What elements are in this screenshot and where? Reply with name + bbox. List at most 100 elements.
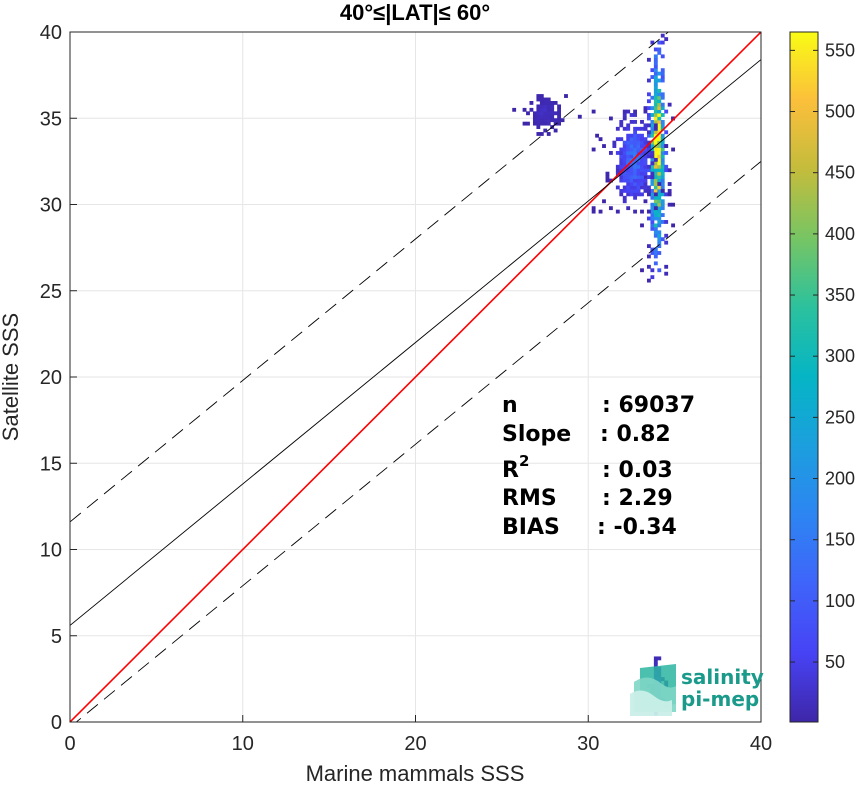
heatmap-cell xyxy=(602,144,606,148)
heatmap-cell xyxy=(653,206,658,211)
heatmap-cell xyxy=(646,133,651,138)
heatmap-cell xyxy=(650,106,655,111)
colorbar-tick-label: 50 xyxy=(825,652,845,672)
heatmap-cell xyxy=(532,111,537,116)
heatmap-cell xyxy=(646,57,651,62)
heatmap-cell xyxy=(543,121,548,126)
heatmap-cell xyxy=(629,161,634,166)
logo-line-2: pi-mep xyxy=(681,687,759,711)
x-tick-label: 20 xyxy=(404,733,426,755)
heatmap-cell xyxy=(660,192,665,197)
heatmap-cell xyxy=(553,118,558,123)
heatmap-cell xyxy=(653,656,658,661)
heatmap-cell xyxy=(653,140,658,145)
heatmap-cell xyxy=(657,192,662,197)
heatmap-cell xyxy=(653,75,658,79)
heatmap-cell xyxy=(643,164,648,169)
heatmap-cell xyxy=(539,114,544,119)
heatmap-cell xyxy=(622,109,627,114)
heatmap-cell xyxy=(619,123,624,128)
heatmap-cell xyxy=(667,192,672,197)
heatmap-cell xyxy=(619,164,624,169)
heatmap-cell xyxy=(650,209,655,214)
heatmap-cell xyxy=(622,175,627,180)
heatmap-cell xyxy=(626,151,631,155)
heatmap-cell xyxy=(653,188,658,193)
heatmap-cell xyxy=(653,195,658,200)
heatmap-cell xyxy=(640,182,644,186)
heatmap-cell xyxy=(636,154,641,159)
heatmap-cell xyxy=(650,213,655,217)
heatmap-cell xyxy=(619,147,624,152)
heatmap-cell xyxy=(546,97,551,102)
colorbar-tick-label: 250 xyxy=(825,407,855,427)
heatmap-cell xyxy=(636,175,641,180)
heatmap-cell xyxy=(650,202,655,207)
heatmap-cell xyxy=(636,171,641,176)
heatmap-cell xyxy=(664,233,669,238)
heatmap-cell xyxy=(626,144,631,148)
heatmap-cell xyxy=(643,175,648,180)
heatmap-cell xyxy=(532,121,537,126)
heatmap-cell xyxy=(653,254,658,259)
heatmap-cell xyxy=(657,130,662,135)
heatmap-cell xyxy=(650,216,655,221)
heatmap-cell xyxy=(657,240,662,245)
y-tick-label: 0 xyxy=(51,712,62,734)
heatmap-cell xyxy=(529,101,534,105)
heatmap-cell xyxy=(664,144,669,148)
heatmap-cell xyxy=(626,192,631,197)
heatmap-cell xyxy=(633,164,638,169)
heatmap-cell xyxy=(640,223,644,228)
y-axis-label: Satellite SSS xyxy=(0,313,23,441)
heatmap-cell xyxy=(633,185,638,190)
colorbar-ticks: 50 100 150 200 250 300 350 400 450 500 550 xyxy=(790,40,855,672)
heatmap-cell xyxy=(667,168,672,173)
heatmap-cell xyxy=(564,94,568,98)
heatmap-cell xyxy=(653,106,658,111)
heatmap-cell xyxy=(660,137,665,142)
heatmap-cell xyxy=(657,268,662,273)
heatmap-cell xyxy=(646,144,651,148)
heatmap-cell xyxy=(622,185,627,190)
heatmap-cell xyxy=(546,121,551,126)
heatmap-cell xyxy=(643,151,648,155)
heatmap-cell xyxy=(660,92,665,97)
line-fit-2- xyxy=(75,161,761,722)
heatmap-cell xyxy=(650,182,655,186)
heatmap-cell xyxy=(636,161,641,166)
heatmap-cell xyxy=(664,164,669,169)
heatmap-cell xyxy=(636,185,641,190)
heatmap-cell xyxy=(626,164,631,169)
heatmap-cell xyxy=(653,230,658,235)
heatmap-cell xyxy=(646,78,651,83)
heatmap-cell xyxy=(657,195,662,200)
heatmap-cell xyxy=(636,182,641,186)
heatmap-cell xyxy=(615,171,620,176)
heatmap-cell xyxy=(539,111,544,116)
heatmap-cell xyxy=(657,185,662,190)
heatmap-cell xyxy=(633,209,638,214)
heatmap-cell xyxy=(640,268,644,273)
heatmap-cell xyxy=(640,137,644,142)
heatmap-cell xyxy=(619,154,624,159)
heatmap-cell xyxy=(629,137,634,142)
heatmap-cell xyxy=(626,171,631,176)
heatmap-cell xyxy=(660,123,665,128)
heatmap-cell xyxy=(602,199,606,204)
heatmap-cell xyxy=(633,147,638,152)
heatmap-cell xyxy=(650,275,655,280)
heatmap-cell xyxy=(660,102,665,107)
heatmap-cell xyxy=(626,109,631,114)
heatmap-cell xyxy=(660,113,665,117)
heatmap-cell xyxy=(550,118,555,123)
heatmap-cell xyxy=(657,161,662,166)
heatmap-cell xyxy=(608,116,613,121)
heatmap-cell xyxy=(653,151,658,155)
heatmap-cell xyxy=(633,178,638,183)
heatmap-cell xyxy=(633,175,638,180)
heatmap-cell xyxy=(664,151,669,155)
heatmap-cell xyxy=(626,140,631,145)
heatmap-cell xyxy=(671,223,676,228)
heatmap-cell xyxy=(615,164,620,169)
